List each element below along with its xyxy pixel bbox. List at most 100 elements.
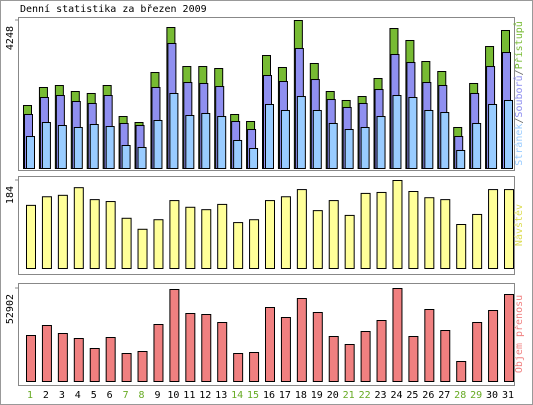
- bar: [26, 204, 36, 270]
- legend-entry: Přístupů: [513, 21, 525, 69]
- bar: [137, 228, 148, 269]
- bar: [392, 95, 402, 169]
- x-tick-label: 15: [247, 390, 259, 401]
- bar: [265, 307, 275, 382]
- bar: [424, 197, 435, 269]
- legend-separator: /: [514, 118, 525, 124]
- y-tick-label: 184: [5, 186, 16, 204]
- bar: [185, 313, 196, 382]
- bar: [249, 148, 259, 169]
- bar: [472, 322, 483, 382]
- bar: [57, 125, 67, 169]
- bar: [392, 180, 403, 269]
- bar: [312, 210, 323, 269]
- x-tick-label: 20: [327, 390, 339, 401]
- x-tick-label: 4: [75, 390, 81, 401]
- panel-frame: [18, 176, 515, 275]
- x-tick-label: 19: [311, 390, 323, 401]
- bar: [233, 222, 244, 270]
- bar: [121, 353, 132, 383]
- x-tick-label: 29: [470, 390, 482, 401]
- bar: [408, 96, 418, 169]
- bar: [169, 289, 180, 382]
- bar: [424, 109, 434, 169]
- panel-frame: [18, 283, 515, 386]
- bar: [249, 219, 260, 269]
- x-tick-label: 16: [263, 390, 275, 401]
- bar: [488, 310, 499, 382]
- legend-entry: Souborů: [513, 75, 525, 117]
- bar: [472, 213, 483, 270]
- bar: [280, 109, 290, 169]
- bar: [344, 344, 355, 382]
- x-tick-label: 3: [59, 390, 65, 401]
- bar: [105, 201, 116, 269]
- legend-entry: Návštěv: [513, 204, 525, 246]
- x-tick-label: 25: [406, 390, 418, 401]
- bar: [265, 103, 274, 169]
- bar: [89, 123, 99, 170]
- bar: [169, 200, 180, 269]
- bar: [472, 122, 482, 169]
- x-tick-label: 26: [422, 390, 434, 401]
- x-tick-label: 21: [343, 390, 355, 401]
- x-tick-label: 10: [167, 390, 179, 401]
- bar: [440, 330, 451, 383]
- bar: [57, 194, 68, 269]
- bar: [408, 336, 419, 383]
- bar: [57, 333, 68, 382]
- x-tick-label: 31: [502, 390, 514, 401]
- x-tick-label: 18: [295, 390, 307, 401]
- bar: [440, 199, 451, 269]
- bar: [73, 338, 84, 382]
- x-tick-label: 27: [438, 390, 450, 401]
- bar: [504, 99, 513, 169]
- x-tick-label: 13: [215, 390, 227, 401]
- legend-entry: Stránek: [513, 124, 525, 166]
- bar: [26, 136, 35, 170]
- x-tick-label: 14: [231, 390, 243, 401]
- bar: [201, 314, 212, 383]
- bar: [344, 214, 355, 269]
- x-tick-label: 17: [279, 390, 291, 401]
- x-tick-label: 24: [390, 390, 402, 401]
- bar: [249, 352, 260, 383]
- x-tick-label: 8: [139, 390, 145, 401]
- bar: [185, 206, 196, 269]
- bar: [328, 336, 339, 383]
- bar: [360, 126, 370, 169]
- bar: [26, 335, 36, 382]
- bar: [328, 122, 338, 169]
- legend: Stránek/Souborů/Přístupů: [513, 21, 525, 166]
- panel-frame: [18, 17, 515, 171]
- bar: [360, 192, 371, 269]
- y-tick-label: 4248: [5, 26, 16, 50]
- bar: [185, 115, 195, 169]
- bar: [376, 116, 386, 169]
- bar: [217, 116, 227, 169]
- legend: Návštěv: [513, 204, 525, 246]
- y-tick-label: 52902: [5, 294, 16, 324]
- bar: [137, 351, 148, 382]
- bar: [233, 139, 243, 169]
- bar: [392, 288, 403, 382]
- bar: [376, 191, 387, 270]
- bar: [280, 317, 291, 382]
- chart-title: Denní statistika za březen 2009: [20, 3, 207, 15]
- x-tick-label: 23: [375, 390, 387, 401]
- bar: [296, 298, 307, 382]
- x-tick-label: 7: [123, 390, 129, 401]
- bar: [488, 103, 498, 169]
- bar: [312, 312, 323, 382]
- bar: [121, 145, 131, 169]
- bar: [504, 294, 514, 382]
- x-tick-label: 9: [154, 390, 160, 401]
- bar: [73, 187, 84, 270]
- bar: [360, 331, 371, 383]
- x-tick-label: 5: [91, 390, 97, 401]
- bar: [41, 196, 52, 269]
- bar: [201, 209, 212, 270]
- bar: [488, 189, 499, 269]
- x-tick-label: 11: [183, 390, 195, 401]
